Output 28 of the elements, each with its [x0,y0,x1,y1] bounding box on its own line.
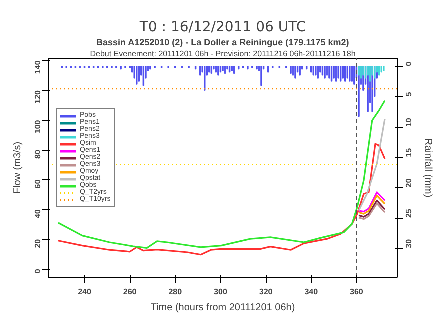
y-tick-label: 40 [34,209,42,219]
x-axis-title: Time (hours from 20111201 06h) [150,302,296,314]
y2-tick-label: 0 [404,61,414,66]
y2-tick-label: 20 [404,178,414,188]
y-tick-label: 100 [34,120,42,134]
y-tick-label: 120 [34,90,42,104]
x-tick-label: 320 [259,288,274,296]
chart-subtitle: Bassin A1252010 (2) - La Doller a Reiningue (179.1175 km2) [96,38,350,48]
x-tick-label: 280 [168,288,183,296]
y2-tick-label: 5 [404,92,414,97]
x-tick-label: 340 [304,288,319,296]
y-tick-label: 80 [34,150,42,159]
chart-title: T0 : 16/12/2011 06 UTC [138,20,306,36]
y2-tick-label: 30 [404,238,414,248]
x-tick-label: 360 [350,288,364,296]
text: Debut Evenement: 20111201 06h - Prevision: 20111216 06h-20111216 18h [90,50,356,58]
y2-tick-label: 15 [404,148,414,158]
y-tick-label: 60 [34,179,42,189]
x-tick-label: 260 [123,288,138,296]
y2-tick-label: 10 [404,118,414,128]
y-tick-label: 140 [34,60,42,74]
x-tick-label: 300 [214,288,228,296]
x-tick-label: 240 [78,288,92,296]
y2-tick-label: 25 [404,208,414,218]
y2-axis-title: Rainfall (mm) [422,138,434,198]
y-tick-label: 20 [34,238,42,248]
y-axis-title: Flow (m3/s) [12,142,24,194]
y-tick-label: 0 [34,268,42,274]
